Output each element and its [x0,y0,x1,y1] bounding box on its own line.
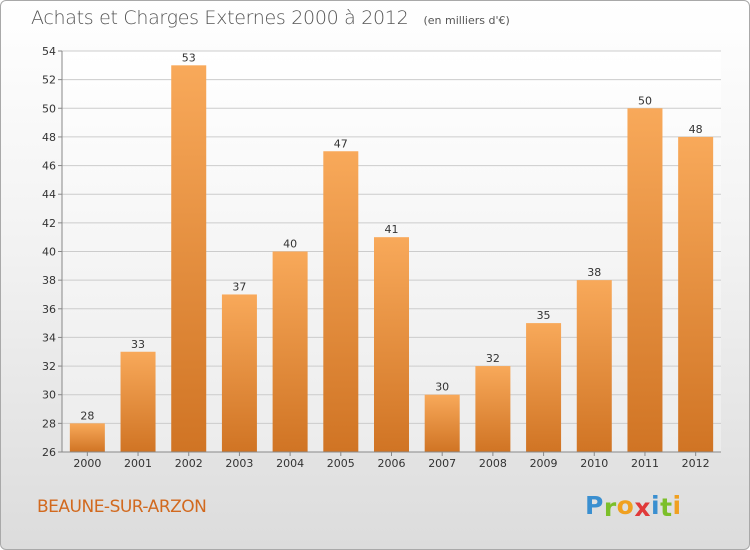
x-tick-label-2006: 2006 [378,457,406,470]
data-label-2008: 32 [486,352,500,365]
x-tick-label-2003: 2003 [225,457,253,470]
bar-2001 [120,351,156,452]
x-tick-label-2010: 2010 [580,457,608,470]
city-name: BEAUNE-SUR-ARZON [37,497,207,517]
logo-letter: t [660,493,673,522]
data-label-2004: 40 [283,238,297,251]
bar-2008 [475,366,511,452]
x-tick-label-2011: 2011 [631,457,659,470]
logo-letter: i [672,491,682,520]
data-label-2000: 28 [80,409,94,422]
logo-letter: r [603,493,617,522]
y-tick-label: 52 [42,74,56,87]
x-tick-label-2005: 2005 [327,457,355,470]
bar-2011 [627,108,663,453]
x-tick-label-2007: 2007 [428,457,456,470]
x-tick-label-2004: 2004 [276,457,304,470]
bar-2012 [678,136,714,452]
chart-subtitle: (en milliers d'€) [423,14,510,27]
data-label-2010: 38 [587,266,601,279]
x-tick-label-2008: 2008 [479,457,507,470]
x-tick-label-2012: 2012 [682,457,710,470]
y-tick-label: 30 [42,389,56,402]
y-tick-label: 28 [42,417,56,430]
y-tick-label: 44 [42,188,56,201]
data-label-2005: 47 [334,137,348,150]
bar-2007 [424,394,460,452]
data-label-2009: 35 [537,309,551,322]
data-label-2011: 50 [638,94,652,107]
bar-2002 [171,65,207,453]
y-tick-label: 32 [42,360,56,373]
proxiti-logo[interactable]: Proxiti [585,491,682,522]
data-label-2007: 30 [435,381,449,394]
y-tick-label: 40 [42,246,56,259]
y-tick-label: 38 [42,274,56,287]
data-label-2001: 33 [131,338,145,351]
bar-2003 [221,294,257,452]
bar-2004 [272,251,308,452]
bar-2000 [69,423,105,452]
bars: 28 33 53 37 40 47 41 30 32 35 38 50 48 [69,51,714,453]
logo-letter: x [634,493,651,522]
bar-2006 [374,237,409,452]
data-label-2003: 37 [232,280,246,293]
bar-2009 [526,323,562,452]
y-tick-label: 34 [42,331,56,344]
x-tick-label-2009: 2009 [530,457,558,470]
y-tick-label: 50 [42,102,56,115]
y-tick-label: 54 [42,45,56,58]
bar-2005 [323,151,359,452]
logo-letter: P [585,491,604,520]
chart-title-main: Achats et Charges Externes 2000 à 2012 [31,7,409,29]
y-tick-label: 36 [42,303,56,316]
axes: 26 28 30 32 34 36 38 40 42 44 46 48 50 52 54 2000 2001 20… [42,45,721,470]
bar-2010 [576,280,612,452]
data-label-2006: 41 [385,223,399,236]
y-tick-label: 26 [42,446,56,459]
data-label-2012: 48 [689,123,703,136]
x-tick-label-2002: 2002 [175,457,203,470]
y-tick-label: 42 [42,217,56,230]
x-tick-label-2000: 2000 [73,457,101,470]
logo-letter: i [651,491,661,520]
chart-title: Achats et Charges Externes 2000 à 2012 (… [31,7,510,29]
x-tick-label-2001: 2001 [124,457,152,470]
data-label-2002: 53 [182,51,196,64]
logo-letter: o [616,491,635,520]
y-tick-label: 46 [42,160,56,173]
y-tick-label: 48 [42,131,56,144]
